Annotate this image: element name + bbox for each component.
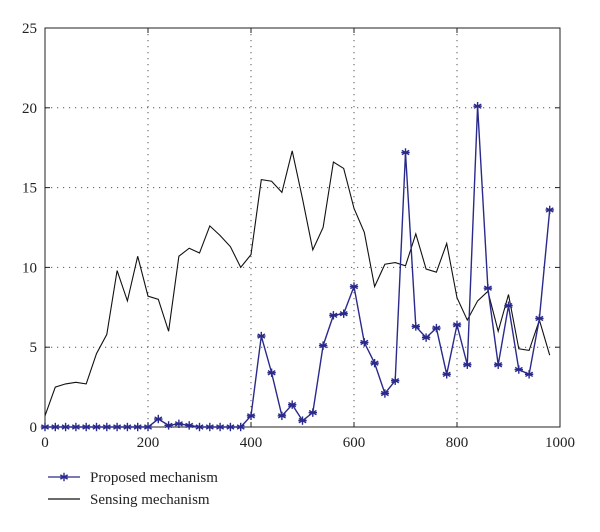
y-tick-label: 15 — [22, 181, 37, 197]
data-point-proposed-mechanism — [339, 309, 348, 318]
data-point-proposed-mechanism — [257, 331, 266, 341]
data-point-proposed-mechanism — [82, 422, 91, 432]
legend: Proposed mechanism Sensing mechanism — [48, 470, 218, 508]
data-point-proposed-mechanism — [308, 408, 317, 417]
y-tick-label: 5 — [30, 340, 38, 356]
data-point-proposed-mechanism — [236, 422, 245, 432]
data-point-proposed-mechanism — [401, 148, 410, 157]
data-point-proposed-mechanism — [535, 314, 544, 323]
data-point-proposed-mechanism — [329, 311, 338, 320]
y-tick-label: 20 — [22, 101, 37, 117]
plot-frame — [44, 27, 561, 428]
data-point-proposed-mechanism — [174, 419, 184, 429]
data-point-proposed-mechanism — [61, 422, 70, 432]
data-point-proposed-mechanism — [370, 358, 379, 368]
data-point-proposed-mechanism — [123, 422, 132, 432]
x-tick-label: 800 — [446, 435, 469, 451]
data-point-proposed-mechanism — [40, 422, 50, 432]
legend-label-sensing-mechanism: Sensing mechanism — [90, 492, 210, 508]
data-point-proposed-mechanism — [380, 389, 390, 398]
data-point-proposed-mechanism — [421, 333, 431, 342]
x-tick-label: 0 — [41, 435, 49, 451]
series-line-sensing-mechanism — [44, 150, 551, 417]
data-point-proposed-mechanism — [514, 365, 523, 374]
data-point-proposed-mechanism — [143, 422, 153, 432]
x-tick-label: 200 — [137, 435, 160, 451]
data-point-proposed-mechanism — [349, 282, 359, 291]
y-tick-label: 25 — [22, 21, 37, 37]
data-point-proposed-mechanism — [112, 422, 122, 432]
data-point-proposed-mechanism — [133, 422, 142, 432]
data-point-proposed-mechanism — [102, 422, 111, 432]
data-point-proposed-mechanism — [154, 414, 163, 424]
data-point-proposed-mechanism — [411, 322, 420, 331]
data-point-proposed-mechanism — [226, 422, 235, 432]
axes — [44, 27, 561, 428]
data-point-proposed-mechanism — [524, 370, 534, 379]
data-point-proposed-mechanism — [164, 421, 173, 430]
data-point-proposed-mechanism — [452, 320, 462, 330]
data-point-proposed-mechanism — [360, 338, 369, 347]
data-point-proposed-mechanism — [267, 368, 276, 377]
data-point-proposed-mechanism — [494, 360, 503, 369]
data-point-proposed-mechanism — [215, 422, 225, 432]
data-point-proposed-mechanism — [442, 370, 451, 379]
data-point-proposed-mechanism — [92, 422, 101, 432]
series-line-proposed-mechanism — [45, 106, 551, 428]
series — [40, 102, 554, 432]
data-point-proposed-mechanism — [51, 422, 60, 432]
grid-lines — [45, 28, 560, 427]
data-point-proposed-mechanism — [277, 411, 287, 421]
data-point-proposed-mechanism — [298, 416, 307, 425]
data-point-proposed-mechanism — [504, 301, 513, 310]
x-tick-label: 400 — [240, 435, 263, 451]
data-point-proposed-mechanism — [205, 422, 214, 432]
data-point-proposed-mechanism — [195, 422, 204, 432]
x-tick-label: 1000 — [545, 435, 575, 451]
data-point-proposed-mechanism — [71, 422, 81, 432]
data-point-proposed-mechanism — [318, 341, 328, 350]
y-tick-label: 10 — [22, 260, 37, 276]
legend-marker-proposed-mechanism — [59, 472, 69, 482]
tick-labels: 0 200 400 600 800 1000 0 5 10 15 20 25 — [22, 21, 575, 451]
data-point-proposed-mechanism — [288, 400, 297, 409]
data-point-proposed-mechanism — [483, 283, 493, 293]
data-point-proposed-mechanism — [246, 411, 256, 421]
data-point-proposed-mechanism — [432, 323, 441, 333]
data-point-proposed-mechanism — [473, 102, 482, 111]
legend-label-proposed-mechanism: Proposed mechanism — [90, 470, 218, 486]
data-point-proposed-mechanism — [463, 360, 472, 369]
x-tick-label: 600 — [343, 435, 366, 451]
data-point-proposed-mechanism — [545, 205, 554, 215]
data-point-proposed-mechanism — [185, 421, 194, 430]
data-point-proposed-mechanism — [391, 376, 400, 385]
y-tick-label: 0 — [30, 420, 38, 436]
